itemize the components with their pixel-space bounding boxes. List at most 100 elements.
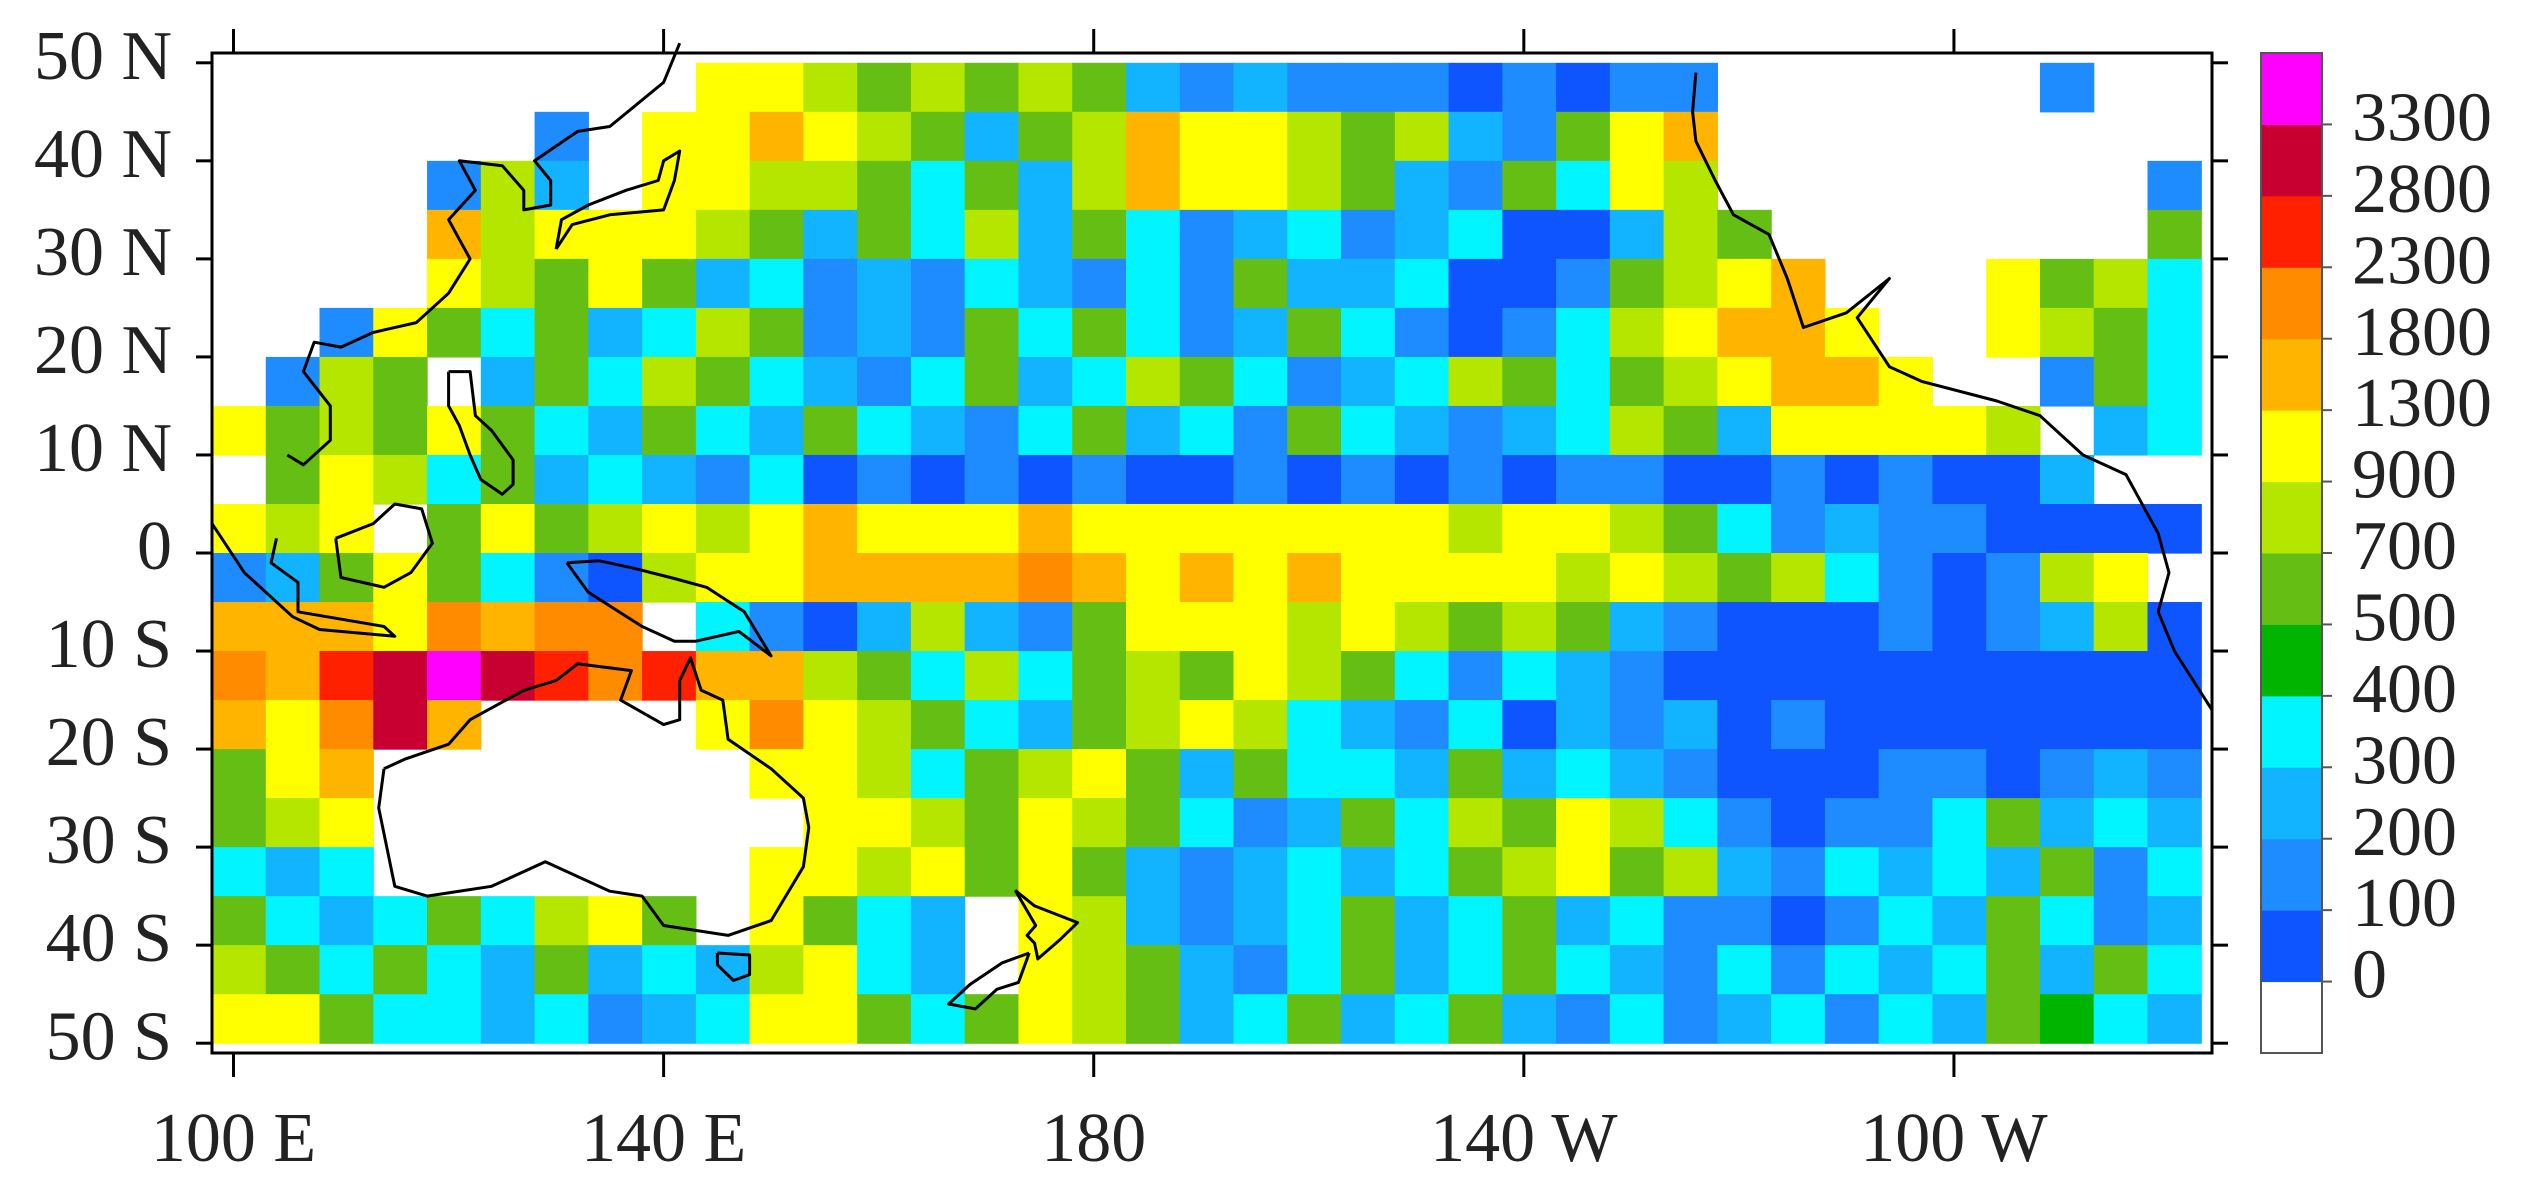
colorbar-label: 400 <box>2352 651 2457 728</box>
cell <box>857 209 912 260</box>
cell <box>1609 454 1665 505</box>
coastline <box>1691 72 2214 711</box>
cell <box>1932 994 1987 1044</box>
cell <box>1072 405 1127 456</box>
cell <box>1609 994 1665 1044</box>
cell <box>265 749 321 799</box>
cell <box>1878 994 1934 1044</box>
cell <box>1287 405 1342 456</box>
cell <box>857 847 912 897</box>
cell <box>265 651 321 701</box>
cell <box>427 700 482 750</box>
cell <box>480 945 536 995</box>
cell <box>749 602 804 652</box>
cell <box>1125 749 1181 799</box>
cell <box>964 405 1020 456</box>
colorbar-segment <box>2261 410 2322 483</box>
cell <box>910 62 966 113</box>
x-tick-label: 180 <box>1041 1100 1146 1177</box>
cell <box>1394 945 1450 995</box>
cell <box>1072 847 1127 897</box>
colorbar-label: 900 <box>2352 437 2457 514</box>
cell <box>1341 160 1396 211</box>
cell <box>588 307 643 358</box>
cell <box>1233 798 1288 848</box>
cell <box>1125 945 1181 995</box>
cell <box>1609 749 1665 799</box>
cell <box>749 111 804 162</box>
cell <box>1986 454 2041 505</box>
cell <box>803 602 858 652</box>
cell <box>1179 847 1235 897</box>
cell <box>212 896 267 946</box>
cell <box>1824 405 1880 456</box>
cell <box>1018 700 1073 750</box>
cell <box>803 700 858 750</box>
cell <box>2039 258 2095 309</box>
cell <box>534 503 589 554</box>
cell <box>2147 896 2202 946</box>
cell <box>1609 798 1665 848</box>
cell <box>480 405 536 456</box>
cell <box>319 847 374 897</box>
cell <box>1018 749 1073 799</box>
cell <box>1394 503 1450 554</box>
cell <box>2039 454 2095 505</box>
cell <box>1986 798 2041 848</box>
x-tick-label: 100 W <box>1860 1100 2047 1177</box>
cell <box>1556 160 1611 211</box>
cell <box>1824 847 1880 897</box>
cell <box>1556 307 1611 358</box>
cell <box>1125 503 1181 554</box>
cell <box>642 896 697 946</box>
cell <box>1394 553 1450 603</box>
cell <box>964 356 1020 407</box>
cell <box>1394 847 1450 897</box>
cell <box>749 503 804 554</box>
cell <box>2093 553 2149 603</box>
cell <box>212 700 267 750</box>
cell <box>373 896 428 946</box>
cell <box>1878 847 1934 897</box>
cell <box>910 454 966 505</box>
cell <box>1233 651 1288 701</box>
cell <box>1341 945 1396 995</box>
cell <box>1717 651 1772 701</box>
cell <box>1394 749 1450 799</box>
cell <box>212 847 267 897</box>
cell <box>1018 847 1073 897</box>
cell <box>1556 209 1611 260</box>
cell <box>1072 651 1127 701</box>
cell <box>642 651 697 701</box>
cell <box>2147 994 2202 1044</box>
cell <box>964 994 1020 1044</box>
cell <box>534 896 589 946</box>
cell <box>2039 651 2095 701</box>
cell <box>1502 994 1557 1044</box>
cell <box>695 111 751 162</box>
cell <box>1233 209 1288 260</box>
cell <box>1556 454 1611 505</box>
cell <box>1233 307 1288 358</box>
cell <box>1986 994 2041 1044</box>
cell <box>2147 651 2202 701</box>
cell <box>1609 896 1665 946</box>
cell <box>642 209 697 260</box>
cell <box>1287 945 1342 995</box>
cell <box>1179 945 1235 995</box>
cell <box>695 160 751 211</box>
cell <box>1502 945 1557 995</box>
cell <box>1771 749 1826 799</box>
cell <box>1771 356 1826 407</box>
cell <box>212 945 267 995</box>
cell <box>1609 847 1665 897</box>
cell <box>480 994 536 1044</box>
cell <box>1394 405 1450 456</box>
cell <box>964 798 1020 848</box>
cell <box>1448 798 1503 848</box>
colorbar-label: 3300 <box>2352 79 2492 156</box>
cell <box>964 62 1020 113</box>
y-tick-label: 0 <box>137 508 172 585</box>
cell <box>1287 798 1342 848</box>
cell <box>1072 994 1127 1044</box>
